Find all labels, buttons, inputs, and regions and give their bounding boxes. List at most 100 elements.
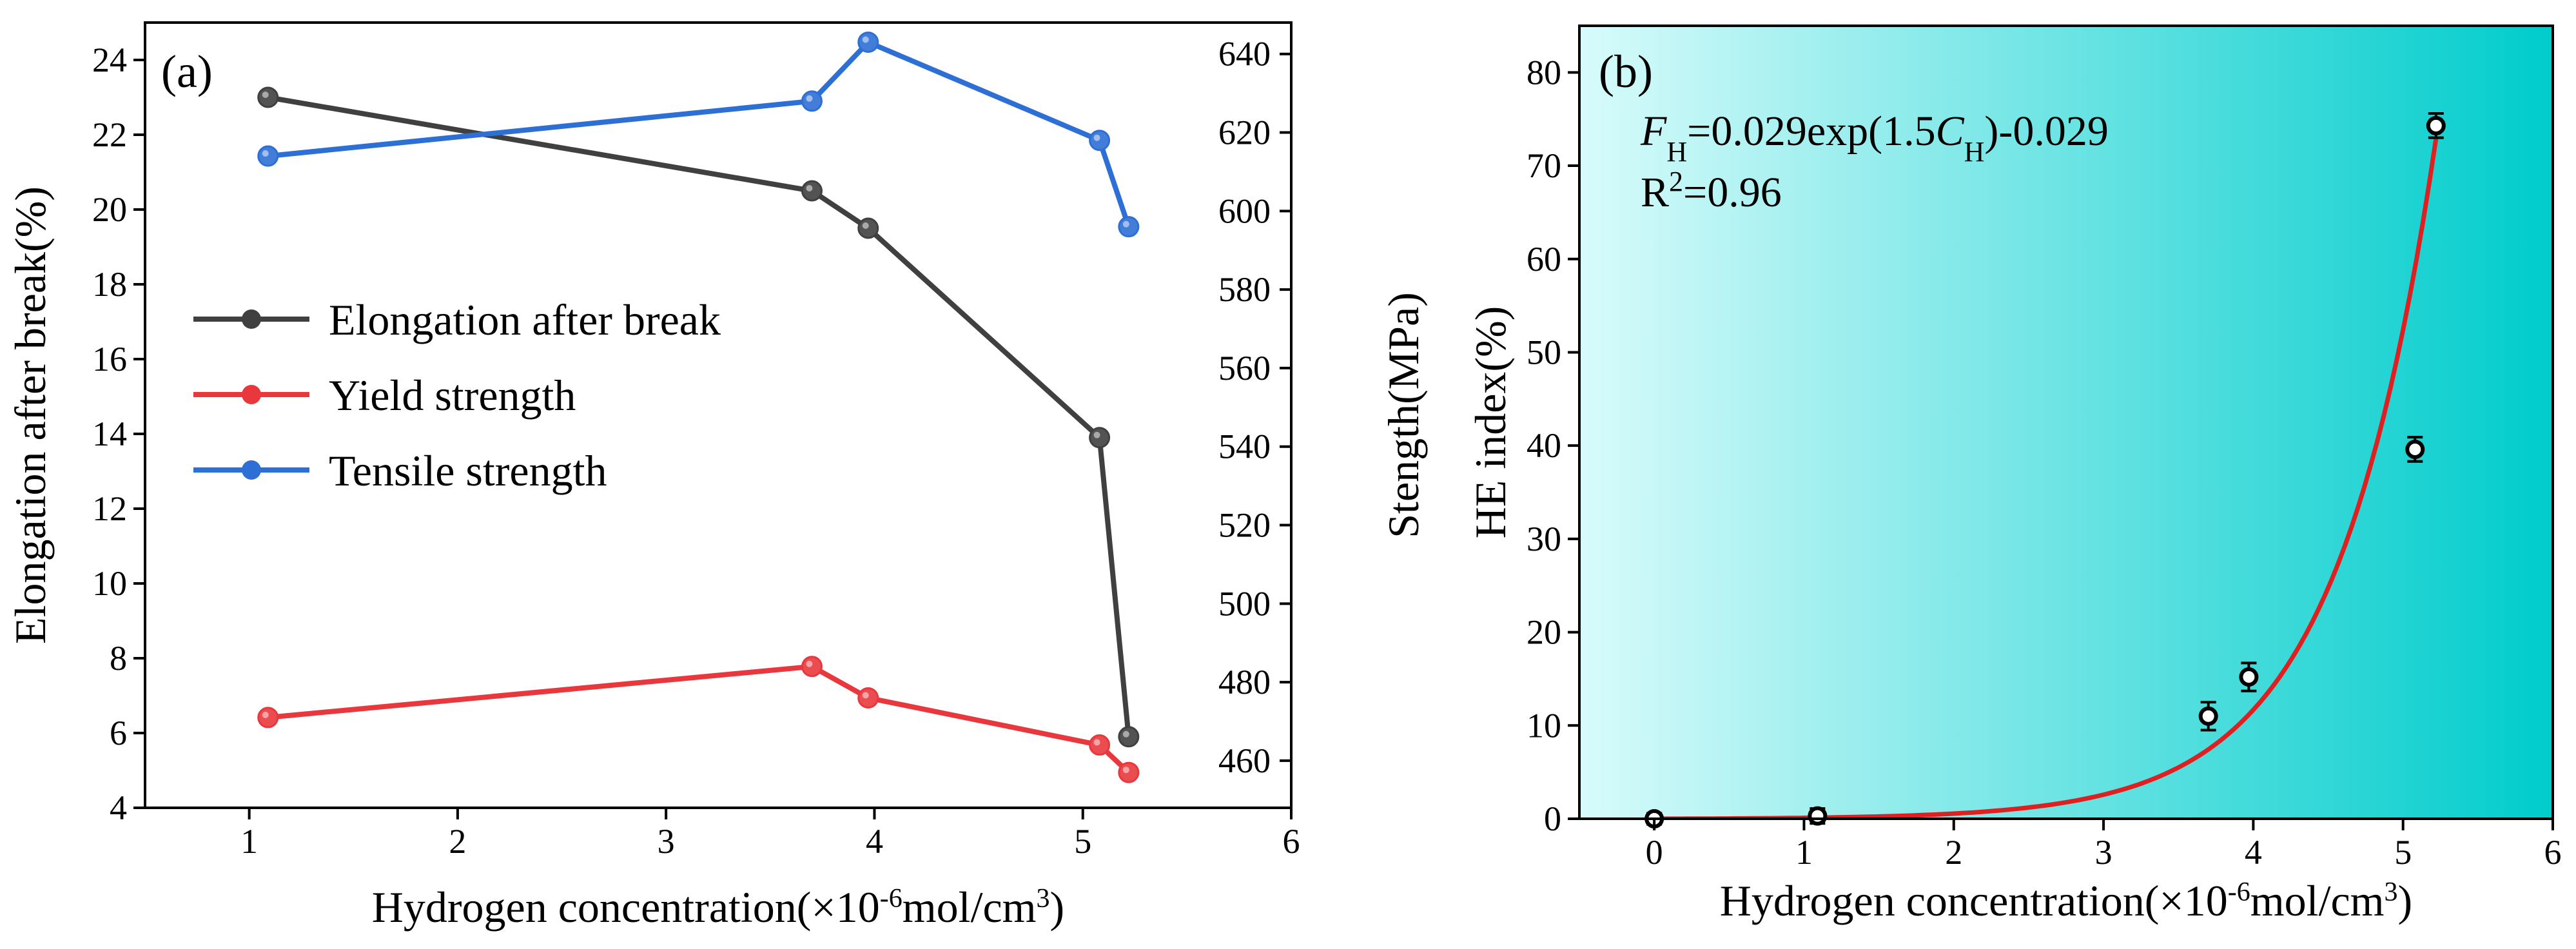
- chart-a-x-tick-label: 1: [240, 822, 258, 861]
- legend-label-tensile-strength: Tensile strength: [329, 446, 607, 495]
- chart-a-line-yield-strength: [268, 663, 1131, 775]
- chart-b-y-tick-label: 50: [1527, 333, 1561, 371]
- chart-b-frame: [1578, 24, 2554, 820]
- chart-a-x-label-main: Hydrogen concentration(×10: [372, 883, 880, 932]
- legend-marker-tensile-strength: [242, 460, 261, 480]
- chart-b-x-label-mid: mol/cm: [2250, 876, 2385, 925]
- chart-a-y-right-label: Stength(MPa): [1379, 292, 1428, 538]
- chart-b-x-label-main: Hydrogen concentration(×10: [1720, 876, 2228, 925]
- chart-b-y-tick-label: 60: [1527, 240, 1561, 279]
- chart-b-x-tick-label: 2: [1945, 833, 1962, 872]
- chart-a-point-tensile-strength: [1118, 216, 1140, 238]
- chart-a-y-right-tick-label: 500: [1218, 584, 1271, 623]
- legend-label-elongation-after-break: Elongation after break: [329, 295, 721, 344]
- chart-a-y-left-label: Elongation after break(%): [6, 186, 55, 644]
- chart-a-point-tensile-strength: [857, 31, 879, 53]
- chart-b-background: [1579, 26, 2553, 819]
- chart-a-x-tick-label: 4: [866, 822, 883, 861]
- chart-a-point-highlight: [806, 185, 813, 191]
- chart-a-panel-label: (a): [161, 46, 213, 97]
- chart-b-y-tick-label: 10: [1527, 706, 1561, 745]
- legend-marker-elongation-after-break: [242, 309, 261, 329]
- chart-a-y-left-tick-label: 20: [92, 190, 127, 229]
- chart-a-y-right-tick-label: 460: [1218, 741, 1271, 780]
- legend-marker-yield-strength: [242, 385, 261, 404]
- chart-a-y-right-tick-label: 600: [1218, 191, 1271, 230]
- chart-a-point-elongation-after-break: [857, 217, 879, 239]
- chart-b-r2-label: R: [1641, 169, 1669, 216]
- chart-a-point-highlight: [1093, 739, 1100, 746]
- chart-a-point-yield-strength: [1089, 734, 1111, 756]
- chart-b-x-label: Hydrogen concentration(×10-6mol/cm3): [1720, 876, 2412, 925]
- chart-a-y-right-tick-label: 640: [1218, 35, 1271, 73]
- chart-b-eq-var-sub: H: [1964, 136, 1985, 168]
- chart-a-point-tensile-strength: [801, 90, 823, 112]
- chart-a-y-left-tick-label: 4: [110, 788, 127, 827]
- chart-a-legend: Elongation after break Yield strength Tens…: [193, 295, 721, 495]
- chart-a-point-yield-strength: [257, 707, 279, 729]
- chart-a-point-highlight: [806, 660, 813, 667]
- chart-a-x-tick-label: 3: [658, 822, 675, 861]
- chart-b-eq-var: C: [1936, 108, 1965, 155]
- chart-b-point: [2239, 667, 2259, 687]
- chart-a-point-highlight: [862, 692, 869, 699]
- chart-b-y-tick-label: 0: [1544, 799, 1561, 838]
- chart-b-y-tick-label: 20: [1527, 613, 1561, 652]
- chart-b-eq-end: )-0.029: [1984, 108, 2108, 155]
- chart-a-y-right-tick-label: 520: [1218, 506, 1271, 545]
- chart-a-point-yield-strength: [801, 656, 823, 678]
- chart-b-x-tick-label: 6: [2544, 833, 2562, 872]
- chart-b-x-label-end: ): [2398, 876, 2413, 925]
- chart-a-y-right-tick-label: 620: [1218, 113, 1271, 152]
- chart-b-eq-lhs-var: F: [1640, 108, 1667, 155]
- chart-a-y-left-tick-label: 6: [110, 714, 127, 752]
- chart-b-point: [1808, 806, 1828, 826]
- chart-a-point-highlight: [862, 222, 869, 229]
- chart-a-x-tick-label: 2: [449, 822, 466, 861]
- chart-b-x-tick-label: 5: [2394, 833, 2412, 872]
- chart-a-point-highlight: [1122, 767, 1129, 774]
- chart-b-r2-sup: 2: [1669, 166, 1683, 197]
- chart-b-x-tick-label: 1: [1795, 833, 1813, 872]
- chart-a-y-right-ticks: 460 480 500 520 540 560 580 600 620 640: [1218, 35, 1291, 780]
- chart-a-point-yield-strength: [857, 687, 879, 709]
- chart-a-point-highlight: [1122, 220, 1129, 228]
- chart-a-point-yield-strength: [1118, 761, 1140, 783]
- chart-a-x-ticks: 1 2 3 4 5 6: [240, 808, 1300, 861]
- chart-b-y-tick-label: 30: [1527, 520, 1561, 558]
- chart-b-point: [2198, 706, 2218, 726]
- chart-a-point-elongation-after-break: [257, 86, 279, 108]
- chart-a-y-right-tick-label: 540: [1218, 427, 1271, 466]
- chart-a-point-highlight: [262, 92, 269, 98]
- chart-a-frame: [144, 21, 1293, 809]
- chart-a-x-label-end: ): [1050, 883, 1065, 932]
- chart-a-y-right-tick-label: 480: [1218, 663, 1271, 701]
- chart-a-y-left-tick-label: 10: [92, 564, 127, 603]
- chart-b-y-ticks: 0 10 20 30 40 50 60 70 80: [1527, 53, 1579, 838]
- chart-b-eq-middle: =0.029exp(1.5: [1687, 108, 1936, 155]
- chart-b-x-tick-label: 3: [2095, 833, 2113, 872]
- chart-b-x-tick-label: 4: [2245, 833, 2262, 872]
- chart-a-x-label-exp2: 3: [1037, 884, 1050, 914]
- chart-a-point-highlight: [1093, 431, 1100, 438]
- chart-a-y-left-ticks: 4 6 8 10 12 14 16 18 20 22 24: [92, 41, 145, 827]
- chart-b-panel-label: (b): [1599, 46, 1653, 97]
- chart-a-y-left-tick-label: 24: [92, 41, 127, 79]
- chart-a-line-tensile-strength: [268, 39, 1131, 228]
- chart-a-x-label-mid: mol/cm: [903, 883, 1037, 932]
- chart-a-point-highlight: [1122, 730, 1129, 738]
- chart-a-point-tensile-strength: [257, 145, 279, 167]
- chart-a-point-highlight: [262, 711, 269, 718]
- chart-b-point: [2426, 115, 2446, 135]
- chart-a-point-highlight: [262, 150, 269, 157]
- chart-b-x-ticks: 0 1 2 3 4 5 6: [1646, 819, 2562, 872]
- chart-b-r2: R2=0.96: [1641, 166, 1782, 217]
- chart-a-y-right-tick-label: 580: [1218, 270, 1271, 309]
- chart-a-y-left-tick-label: 16: [92, 340, 127, 378]
- chart-a-point-highlight: [806, 95, 813, 102]
- chart-b-y-tick-label: 70: [1527, 146, 1561, 185]
- chart-a-y-left-tick-label: 8: [110, 639, 127, 678]
- chart-a-x-label: Hydrogen concentration(×10-6mol/cm3): [372, 883, 1064, 932]
